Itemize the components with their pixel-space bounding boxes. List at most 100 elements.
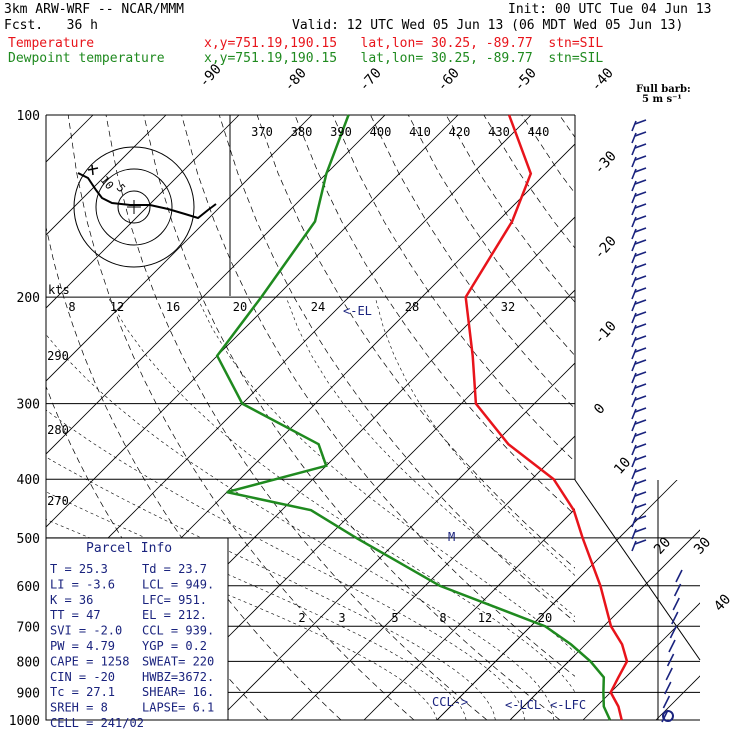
wind-barb-staff (673, 583, 682, 597)
theta-label: 380 (291, 125, 313, 139)
wind-barb-staff (631, 504, 637, 516)
wind-barb-flag (634, 467, 647, 473)
annotation-label: M (448, 530, 455, 544)
isotherm-line (729, 115, 740, 720)
isotherm-line (46, 115, 386, 455)
dry-adiabat-line (673, 115, 740, 720)
parcel-value-right: Td = 23.7 (142, 562, 207, 576)
wind-barb-staff (631, 312, 637, 324)
hodograph-speed-label: 16 (166, 300, 180, 314)
isotherm-label: -80 (281, 65, 310, 95)
wind-barb-flag (634, 455, 647, 461)
wind-barb-staff (631, 120, 637, 132)
dry-adiabat-line (597, 115, 740, 720)
wind-barb-flag (634, 359, 647, 365)
wind-barb-staff (664, 681, 672, 695)
isotherm-label: -20 (591, 233, 620, 263)
hodograph-ring (117, 190, 151, 224)
wind-barb-staff (631, 456, 637, 468)
isotherm-label: -70 (356, 65, 385, 95)
parcel-value-right: SHEAR= 16. (142, 685, 214, 699)
wind-barb-staff (631, 132, 637, 144)
dry-adiabat-line (407, 115, 575, 357)
temperature-location: x,y=751.19,190.15 lat,lon= 30.25, -89.77… (204, 36, 604, 51)
wind-barb-staff (631, 480, 637, 492)
wind-barb-flag (634, 443, 647, 449)
isotherm-label: -10 (591, 318, 620, 348)
dry-adiabat-line (218, 115, 575, 623)
parcel-value-left: LI = -3.6 (50, 577, 115, 591)
pressure-tick-label: 200 (17, 291, 40, 306)
hodograph-speed-label: 20 (233, 300, 247, 314)
parcel-value-right: YGP = 0.2 (142, 639, 207, 653)
parcel-value-left: Tc = 27.1 (50, 685, 115, 699)
wind-barb-flag (634, 299, 647, 305)
isotherm-line (46, 115, 313, 382)
pressure-tick-label: 300 (17, 398, 40, 413)
parcel-value-right: HWBZ=3672. (142, 670, 214, 684)
sounding-profiles (215, 114, 629, 721)
parcel-value-right: LAPSE= 6.1 (142, 701, 214, 715)
wind-barb-flag (634, 347, 647, 353)
wind-barb-staff (662, 695, 671, 709)
parcel-value-right: SWEAT= 220 (142, 654, 214, 668)
isotherm-label: -40 (588, 65, 617, 95)
isotherm-line (582, 602, 700, 720)
annotation-label: <-LFC (550, 698, 586, 712)
pressure-tick-label: 400 (17, 473, 40, 488)
theta-label: 410 (409, 125, 431, 139)
wind-barb-staff (666, 653, 675, 667)
moist-adiabat-line (374, 297, 575, 576)
wind-barb-staff (631, 372, 637, 384)
wind-barb-flag (634, 143, 647, 149)
theta-label: 400 (370, 125, 392, 139)
wind-barb-staff (631, 348, 637, 360)
wind-barb-staff (631, 492, 637, 504)
isotherm-line (436, 581, 575, 720)
wind-barb-staff (631, 324, 637, 336)
wind-barb-flag (634, 203, 647, 209)
isotherm-label: 10 (611, 454, 634, 477)
wind-barb-flag (634, 491, 647, 497)
wind-barb-flag (634, 527, 647, 533)
wind-barb-staff (631, 264, 637, 276)
wind-barb-staff (631, 228, 637, 240)
valid-time: Valid: 12 UTC Wed 05 Jun 13 (06 MDT Wed … (292, 18, 684, 33)
isotherm-line (656, 115, 740, 720)
model-name: 3km ARW-WRF -- NCAR/MMM (4, 2, 185, 17)
calm-wind-circle (662, 710, 674, 722)
dry-adiabat-line (67, 115, 415, 720)
wind-barb-staff (631, 204, 637, 216)
parcel-value-left: T = 25.3 (50, 562, 108, 576)
forecast-hour: Fcst. 36 h (4, 18, 98, 33)
wind-barb-flag (634, 227, 647, 233)
isotherm-label: -90 (196, 61, 225, 91)
moist-adiabat-line (285, 296, 575, 618)
wind-barb-staff (631, 240, 637, 252)
wind-barb-staff (631, 156, 637, 168)
wind-barbs (631, 119, 683, 723)
mixing-ratio-label: 3 (338, 611, 345, 625)
wind-barb-flag (634, 335, 647, 341)
wind-barb-staff (631, 216, 637, 228)
isotherm-line (509, 654, 575, 720)
wind-barb-staff (631, 276, 637, 288)
pressure-tick-label: 500 (17, 532, 40, 547)
wind-barb-staff (671, 611, 679, 625)
wind-barb-staff (631, 540, 637, 552)
pressure-tick-label: 900 (17, 686, 40, 701)
parcel-value-left: TT = 47 (50, 608, 101, 622)
wind-barb-flag (634, 167, 647, 173)
parcel-value-left: K = 36 (50, 593, 93, 607)
isotherm-line (583, 115, 740, 720)
wind-barb-staff (631, 144, 637, 156)
mixing-ratio-label: 12 (478, 611, 492, 625)
wind-barb-flag (634, 479, 647, 485)
wind-barb-staff (665, 667, 673, 681)
mixing-ratio-label: 20 (538, 611, 552, 625)
dry-adiabat-line (105, 115, 488, 720)
wind-barb-staff (631, 516, 637, 528)
isotherm-line (509, 529, 700, 720)
pressure-tick-label: 1000 (9, 714, 40, 729)
